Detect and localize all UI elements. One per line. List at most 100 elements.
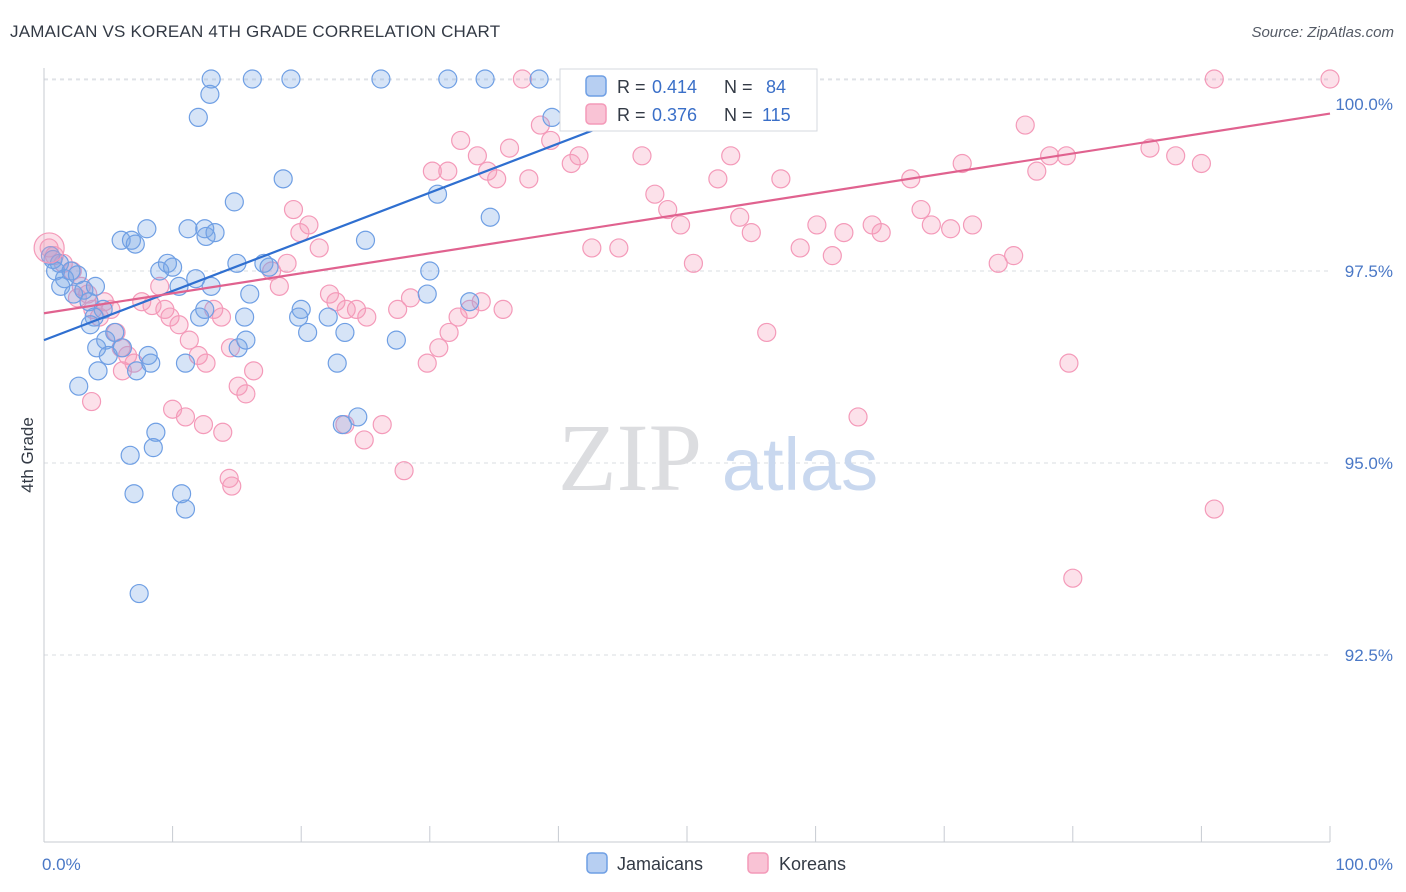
koreans-point-34 [219, 468, 239, 488]
legend-r-value-1: 0.376 [652, 105, 697, 125]
jamaicans-point-27 [141, 353, 161, 373]
koreans-point-92 [848, 407, 868, 427]
jamaicans-point-67 [386, 330, 406, 350]
koreans-point-36 [81, 391, 102, 412]
koreans-point-104 [1027, 161, 1047, 181]
legend-r-label-1: R = [617, 105, 646, 125]
grid-lines [44, 78, 1330, 656]
koreans-point-86 [757, 322, 777, 343]
jamaicans-point-24 [137, 219, 157, 239]
koreans-point-101 [988, 253, 1008, 273]
jamaicans-point-8 [63, 284, 84, 304]
x-tick-label-1: 100.0% [1335, 855, 1393, 874]
koreans-point-94 [871, 223, 891, 243]
koreans-point-27 [228, 376, 248, 396]
koreans-point-40 [277, 253, 297, 273]
koreans-point-32 [193, 415, 214, 435]
koreans-point-43 [299, 215, 319, 235]
jamaicans-point-52 [228, 338, 248, 358]
jamaicans-point-47 [69, 376, 89, 396]
koreans-point-87 [771, 169, 791, 189]
koreans-point-54 [388, 299, 408, 319]
koreans-point-79 [658, 199, 678, 220]
koreans-legend-icon [747, 852, 769, 874]
koreans-trend-line [43, 112, 1331, 315]
jamaicans-point-23 [121, 230, 142, 250]
jamaicans-point-31 [163, 257, 183, 277]
jamaicans-point-80 [475, 69, 495, 89]
koreans-point-66 [467, 146, 487, 166]
koreans-point-52 [372, 415, 392, 435]
koreans-point-76 [609, 238, 629, 258]
koreans-point-44 [309, 238, 329, 258]
jamaicans-point-33 [195, 219, 215, 239]
jamaicans-point-78 [371, 69, 391, 89]
jamaicans-point-41 [143, 438, 163, 458]
jamaicans-point-63 [298, 322, 318, 343]
koreans-point-112 [1204, 69, 1224, 89]
chart-title: JAMAICAN VS KOREAN 4TH GRADE CORRELATION… [10, 22, 501, 41]
koreans-point-28 [236, 384, 256, 404]
koreans-point-55 [400, 288, 421, 308]
koreans-point-97 [921, 215, 941, 235]
y-tick-label-0: 92.5% [1345, 646, 1393, 665]
koreans-point-59 [448, 307, 468, 327]
koreans-point-99 [952, 153, 972, 174]
koreans-point-61 [471, 292, 491, 312]
jamaicans-point-82 [529, 69, 549, 89]
jamaicans-point-59 [289, 307, 309, 327]
koreans-swatch-icon [585, 103, 607, 125]
watermark-zip: ZIP [558, 404, 702, 511]
jamaicans-point-71 [460, 292, 480, 312]
jamaicans-point-45 [175, 499, 196, 519]
koreans-point-100 [962, 215, 983, 235]
koreans-point-37 [112, 361, 133, 381]
jamaicans-point-72 [480, 207, 500, 227]
koreans-point-110 [1191, 153, 1212, 174]
jamaicans-point-46 [129, 583, 149, 604]
koreans-point-89 [807, 215, 827, 235]
axes [43, 68, 1331, 843]
koreans-point-20 [169, 315, 189, 335]
y-tick-label-2: 97.5% [1345, 262, 1393, 281]
jamaicans-point-58 [291, 299, 311, 319]
koreans-point-65 [451, 130, 471, 151]
koreans-point-62 [493, 299, 513, 319]
koreans-point-103 [1015, 115, 1035, 135]
watermark-atlas: atlas [722, 423, 878, 506]
trend-lines [43, 93, 1331, 342]
koreans-point-large [33, 232, 65, 264]
koreans-point-64 [438, 161, 458, 181]
koreans-point-26 [220, 338, 241, 358]
jamaicans-point-21 [111, 230, 131, 250]
jamaicans-point-20 [88, 361, 108, 381]
jamaicans-point-48 [224, 192, 244, 212]
koreans-point-115 [512, 69, 532, 89]
jamaicans-swatch-icon [585, 75, 607, 97]
jamaicans-point-60 [318, 307, 338, 327]
koreans-point-102 [1004, 246, 1024, 266]
koreans-point-82 [708, 169, 728, 189]
koreans-point-25 [211, 307, 232, 327]
koreans-point-58 [439, 322, 459, 343]
jamaicans-point-53 [236, 330, 256, 350]
legend-n-label-0: N = [724, 77, 753, 97]
koreans-point-69 [499, 138, 520, 158]
jamaicans-point-38 [195, 299, 215, 319]
legend-jamaicans: Jamaicans [617, 854, 703, 874]
jamaicans-point-51 [235, 307, 255, 327]
data-points [33, 69, 1340, 604]
koreans-point-60 [460, 299, 480, 319]
source-label: Source: ZipAtlas.com [1251, 24, 1394, 41]
koreans-point-73 [561, 153, 581, 174]
jamaicans-point-22 [125, 234, 145, 254]
jamaicans-point-54 [240, 284, 260, 304]
y-axis-title: 4th Grade [18, 417, 37, 493]
jamaicans-point-61 [335, 322, 355, 343]
jamaicans-point-49 [205, 223, 225, 243]
koreans-point-81 [683, 253, 704, 273]
koreans-point-49 [357, 307, 377, 327]
koreans-point-41 [283, 199, 304, 220]
jamaicans-point-77 [281, 69, 301, 89]
jamaicans-point-74 [188, 107, 208, 128]
